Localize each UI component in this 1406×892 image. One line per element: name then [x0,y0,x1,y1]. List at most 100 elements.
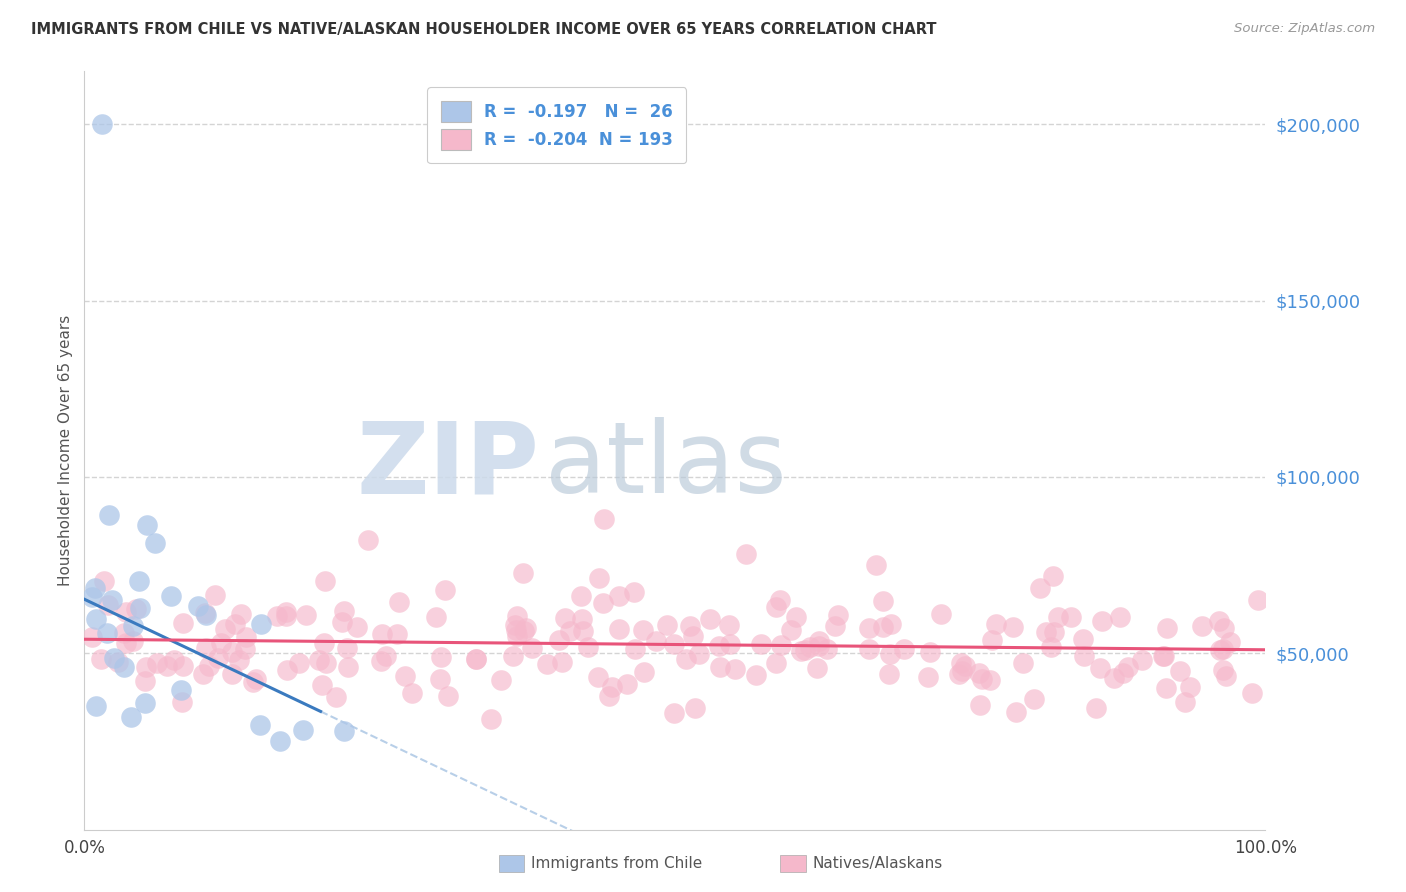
Point [388,595,411,609]
Point [827,608,849,623]
Point [765,656,787,670]
Point [662,706,685,720]
Point [224,617,246,632]
Point [950,664,973,678]
Point [718,618,741,632]
Point [1191,619,1213,633]
Text: Natives/Alaskans: Natives/Alaskans [813,856,943,871]
Point [592,596,614,610]
Point [325,690,347,704]
Point [569,590,592,604]
Point [679,619,702,633]
Point [107,656,129,670]
Point [172,658,194,673]
Point [520,641,543,656]
Point [675,651,697,665]
Point [221,667,243,681]
Point [984,616,1007,631]
Point [122,619,145,633]
Point [551,656,574,670]
Point [505,623,527,637]
Point [769,593,792,607]
Point [128,574,150,588]
Point [311,678,333,692]
Point [288,656,311,670]
Point [1060,610,1083,624]
Text: Source: ZipAtlas.com: Source: ZipAtlas.com [1234,22,1375,36]
Point [195,640,218,655]
Point [709,659,731,673]
Point [949,656,972,670]
Point [558,624,581,638]
Point [808,633,831,648]
Point [90,651,112,665]
Point [315,657,337,671]
Point [806,661,828,675]
Point [1002,619,1025,633]
Point [655,617,678,632]
Point [346,620,368,634]
Point [80,590,103,604]
Point [598,690,620,704]
Point [1102,671,1125,685]
Point [969,665,991,680]
Point [1212,663,1234,677]
Point [357,533,380,548]
Point [1212,641,1234,656]
Point [1108,609,1130,624]
Point [204,588,226,602]
Point [972,672,994,686]
Point [1213,621,1236,635]
Point [170,682,193,697]
Point [1208,615,1230,629]
Point [145,657,167,671]
Point [194,608,217,623]
Point [1209,642,1232,657]
Point [308,653,330,667]
Point [929,607,952,622]
Point [193,606,215,620]
Point [571,624,593,638]
Point [170,695,193,709]
Point [198,658,221,673]
Point [274,609,297,624]
Point [370,654,392,668]
Point [330,615,353,629]
Point [214,622,236,636]
Point [918,645,941,659]
Point [1040,640,1063,654]
Point [1047,610,1070,624]
Point [765,599,787,614]
Point [394,669,416,683]
Point [112,626,135,640]
Point [84,699,107,714]
Point [515,621,537,635]
Point [374,648,396,663]
Point [128,601,150,615]
Point [235,631,257,645]
Point [228,653,250,667]
Point [744,668,766,682]
Point [231,607,253,621]
Point [121,634,143,648]
Point [593,512,616,526]
Point [172,615,194,630]
Point [143,536,166,550]
Point [336,660,359,674]
Point [1028,581,1050,595]
Point [1215,669,1237,683]
Point [1153,649,1175,664]
Point [401,686,423,700]
Point [291,723,314,737]
Text: Immigrants from Chile: Immigrants from Chile [531,856,703,871]
Point [631,623,654,637]
Point [720,637,742,651]
Point [207,651,229,665]
Point [91,117,114,131]
Point [295,608,318,623]
Point [955,659,977,673]
Point [576,640,599,654]
Point [274,605,297,619]
Point [233,642,256,657]
Point [502,648,524,663]
